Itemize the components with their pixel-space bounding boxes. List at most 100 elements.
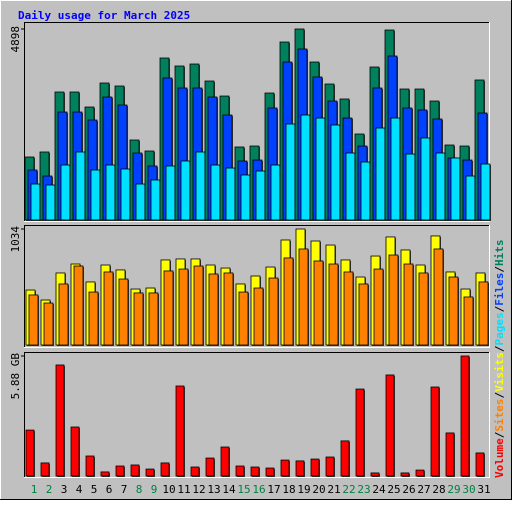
bar: [105, 164, 116, 221]
bar: [240, 174, 251, 221]
bar: [30, 183, 41, 221]
x-tick-label: 20: [312, 483, 325, 496]
bar: [478, 281, 489, 346]
x-tick-label: 5: [91, 483, 98, 496]
bar: [178, 268, 189, 346]
legend-entry: Visits: [493, 352, 506, 392]
bar: [205, 457, 215, 477]
bar: [220, 446, 230, 477]
bar: [283, 257, 294, 346]
bar: [85, 455, 95, 477]
bar: [238, 291, 249, 346]
bar: [58, 283, 69, 346]
x-tick-label: 16: [252, 483, 265, 496]
x-tick-label: 12: [192, 483, 205, 496]
legend: Volume/Sites/Visits/Pages/Files/Hits: [493, 240, 506, 479]
y-tick-label: 1034: [9, 226, 22, 253]
x-tick-label: 11: [177, 483, 190, 496]
x-tick-label: 13: [207, 483, 220, 496]
bar: [28, 294, 39, 346]
bar: [100, 471, 110, 477]
bar: [360, 161, 371, 221]
bar: [325, 456, 335, 477]
bar: [285, 123, 296, 221]
x-tick-label: 31: [477, 483, 490, 496]
bar: [55, 364, 65, 477]
plot-area: [24, 352, 490, 478]
bar: [75, 151, 86, 221]
bar: [448, 276, 459, 346]
bar: [90, 169, 101, 221]
bar: [120, 168, 131, 221]
bar: [280, 459, 290, 477]
legend-entry: Files: [493, 273, 506, 306]
bar: [313, 260, 324, 346]
x-tick-label: 27: [417, 483, 430, 496]
x-tick-label: 17: [267, 483, 280, 496]
bar: [268, 277, 279, 346]
x-tick-label: 1: [31, 483, 38, 496]
x-tick-label: 30: [462, 483, 475, 496]
bar: [475, 452, 485, 477]
bar: [465, 175, 476, 221]
bar: [310, 458, 320, 477]
x-tick-label: 29: [447, 483, 460, 496]
bar: [130, 464, 140, 477]
y-tick-label: 4898: [9, 26, 22, 53]
x-tick-label: 14: [222, 483, 236, 496]
bar: [328, 263, 339, 346]
chart-title: Daily usage for March 2025: [18, 9, 190, 22]
x-tick-label: 26: [402, 483, 415, 496]
legend-separator: /: [493, 305, 506, 312]
bar: [270, 164, 281, 221]
bar: [210, 164, 221, 221]
bar: [460, 355, 470, 477]
bar: [193, 265, 204, 346]
bar: [418, 272, 429, 346]
bar: [358, 283, 369, 346]
bar: [433, 248, 444, 346]
bar: [370, 472, 380, 477]
bar: [430, 386, 440, 477]
bar: [373, 268, 384, 346]
bar: [148, 292, 159, 346]
bar: [160, 462, 170, 477]
bar: [295, 460, 305, 477]
bar: [145, 468, 155, 477]
bar: [190, 466, 200, 477]
bar: [445, 432, 455, 477]
x-tick-label: 21: [327, 483, 340, 496]
x-tick-label: 19: [297, 483, 310, 496]
bar: [73, 265, 84, 346]
bar: [40, 462, 50, 477]
bar: [208, 273, 219, 346]
x-tick-label: 22: [342, 483, 355, 496]
bar: [88, 291, 99, 346]
bar: [265, 467, 275, 477]
bar: [70, 426, 80, 477]
x-tick-label: 18: [282, 483, 295, 496]
bar: [115, 465, 125, 477]
bar: [415, 469, 425, 477]
x-tick-label: 10: [162, 483, 175, 496]
bar: [330, 124, 341, 221]
y-tick-label: 5.88 GB: [9, 353, 22, 400]
x-tick-label: 8: [136, 483, 143, 496]
bar: [405, 153, 416, 221]
bar: [60, 164, 71, 221]
bar: [135, 183, 146, 221]
bar: [375, 127, 386, 221]
bar: [403, 263, 414, 346]
bar: [255, 170, 266, 221]
bar: [315, 117, 326, 221]
bar: [355, 388, 365, 477]
x-tick-label: 7: [121, 483, 128, 496]
x-tick-label: 25: [387, 483, 400, 496]
bar: [385, 374, 395, 477]
bar: [195, 151, 206, 221]
bar: [253, 287, 264, 346]
bar: [223, 272, 234, 346]
bar: [133, 292, 144, 346]
bar: [463, 296, 474, 346]
bar: [165, 165, 176, 221]
